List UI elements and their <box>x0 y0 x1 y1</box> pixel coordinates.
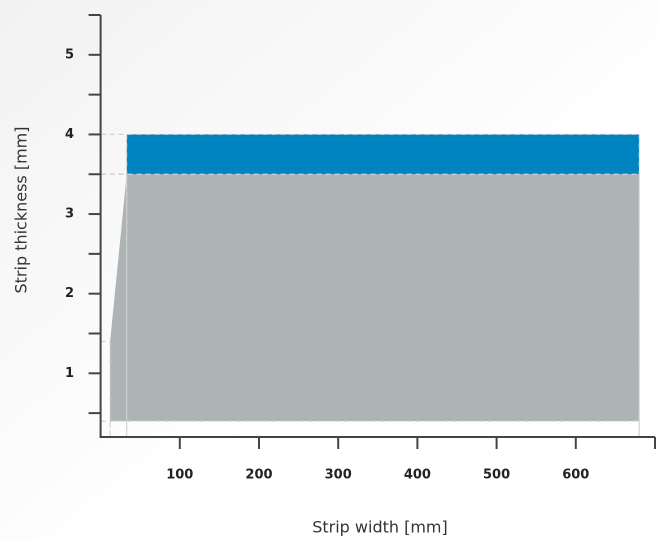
x-tick-label: 100 <box>166 468 193 483</box>
y-tick-label: 5 <box>65 47 74 62</box>
y-tick-label: 1 <box>65 366 74 381</box>
y-tick-label: 3 <box>65 207 74 222</box>
x-tick-label: 200 <box>245 468 272 483</box>
x-tick-label: 500 <box>483 468 510 483</box>
x-tick-label: 300 <box>325 468 352 483</box>
area <box>126 134 640 175</box>
y-tick-label: 2 <box>65 286 74 301</box>
area <box>110 174 640 422</box>
y-tick-label: 4 <box>65 127 74 142</box>
x-tick-label: 600 <box>562 468 589 483</box>
x-tick-label: 400 <box>404 468 431 483</box>
y-axis-title: Strip thickness [mm] <box>12 126 31 293</box>
x-axis-title: Strip width [mm] <box>312 518 448 537</box>
